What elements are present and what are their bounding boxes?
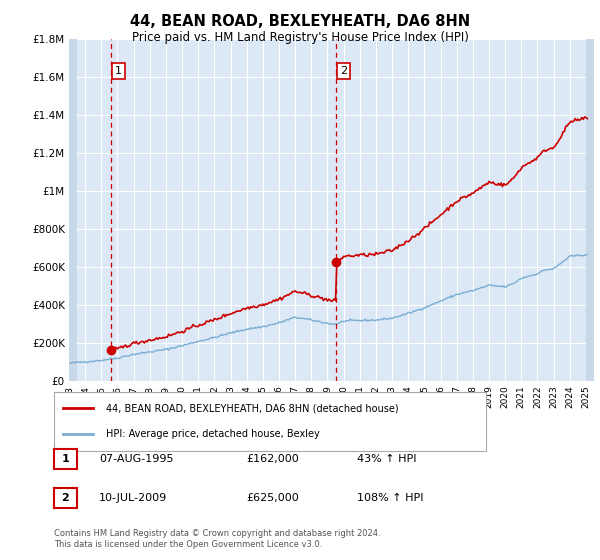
Text: 44, BEAN ROAD, BEXLEYHEATH, DA6 8HN (detached house): 44, BEAN ROAD, BEXLEYHEATH, DA6 8HN (det… (106, 403, 398, 413)
Text: 44, BEAN ROAD, BEXLEYHEATH, DA6 8HN: 44, BEAN ROAD, BEXLEYHEATH, DA6 8HN (130, 14, 470, 29)
Text: 43% ↑ HPI: 43% ↑ HPI (357, 454, 416, 464)
Text: 2: 2 (62, 493, 69, 503)
Text: 07-AUG-1995: 07-AUG-1995 (99, 454, 173, 464)
Text: 1: 1 (62, 454, 69, 464)
Bar (69, 39, 77, 381)
Text: £625,000: £625,000 (246, 493, 299, 503)
Text: 108% ↑ HPI: 108% ↑ HPI (357, 493, 424, 503)
Text: 1: 1 (115, 66, 122, 76)
Text: Contains HM Land Registry data © Crown copyright and database right 2024.
This d: Contains HM Land Registry data © Crown c… (54, 529, 380, 549)
Bar (586, 39, 594, 381)
Text: £162,000: £162,000 (246, 454, 299, 464)
Text: Price paid vs. HM Land Registry's House Price Index (HPI): Price paid vs. HM Land Registry's House … (131, 31, 469, 44)
Text: 10-JUL-2009: 10-JUL-2009 (99, 493, 167, 503)
Text: HPI: Average price, detached house, Bexley: HPI: Average price, detached house, Bexl… (106, 430, 320, 440)
Text: 2: 2 (340, 66, 347, 76)
